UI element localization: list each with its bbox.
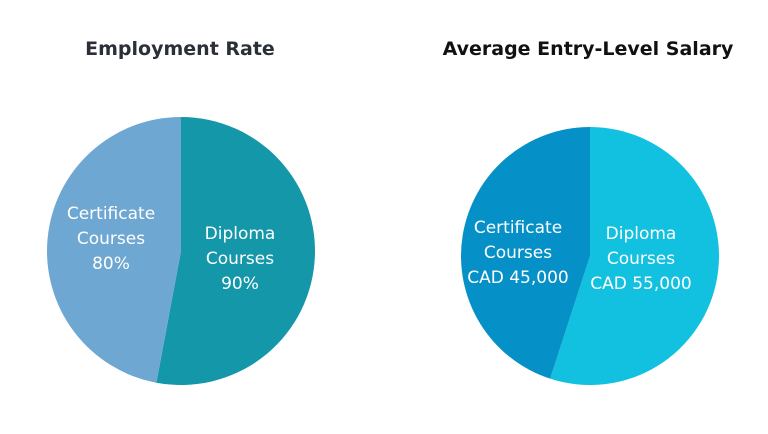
pie-slice-diploma-courses bbox=[550, 127, 719, 385]
slice-label-line: Certificate bbox=[67, 204, 155, 224]
slice-label-line: 90% bbox=[221, 274, 259, 294]
slice-label-line: Diploma bbox=[606, 224, 677, 244]
slice-label-certificate-courses: Certificate Courses 80% bbox=[67, 204, 155, 274]
pie-slice-certificate-courses bbox=[47, 117, 182, 383]
slice-label-line: 80% bbox=[92, 254, 130, 274]
slice-label-line: Certificate bbox=[474, 218, 562, 238]
slice-label-line: Diploma bbox=[205, 224, 276, 244]
slice-label-diploma-courses: Diploma Courses 90% bbox=[205, 224, 276, 294]
slice-label-certificate-courses: Certificate Courses CAD 45,000 bbox=[467, 218, 568, 288]
salary-title: Average Entry-Level Salary bbox=[442, 38, 734, 60]
slice-label-line: CAD 55,000 bbox=[590, 274, 691, 294]
slice-label-line: Courses bbox=[77, 229, 145, 249]
pie-slice-diploma-courses bbox=[156, 117, 316, 386]
slice-label-diploma-courses: Diploma Courses CAD 55,000 bbox=[590, 224, 691, 294]
pie-slice-certificate-courses bbox=[461, 127, 590, 379]
slice-label-line: Courses bbox=[206, 249, 274, 269]
slice-label-line: Courses bbox=[484, 243, 552, 263]
slice-label-line: CAD 45,000 bbox=[467, 268, 568, 288]
slice-label-line: Courses bbox=[607, 249, 675, 269]
employment-rate-title: Employment Rate bbox=[85, 38, 275, 60]
